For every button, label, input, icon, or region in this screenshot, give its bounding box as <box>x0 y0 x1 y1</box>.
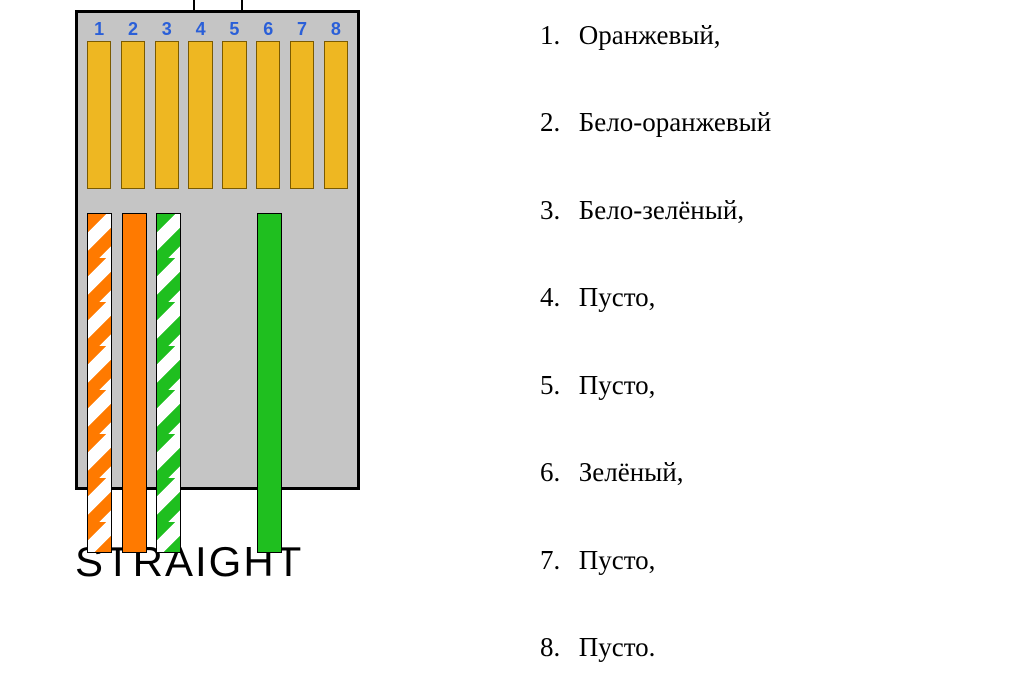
wire-slot <box>324 213 348 553</box>
legend-item: 2. Бело-оранжевый <box>540 107 1004 138</box>
wire-row <box>78 213 357 553</box>
legend-item-number: 8. <box>540 632 572 663</box>
pin-contact <box>290 41 314 189</box>
legend-item-text: Пусто. <box>579 632 656 662</box>
legend-item-number: 6. <box>540 457 572 488</box>
legend-item-number: 7. <box>540 545 572 576</box>
pin-number: 4 <box>188 19 212 41</box>
wire-slot <box>122 213 147 553</box>
legend-item-text: Зелёный, <box>579 457 684 487</box>
legend-item: 6. Зелёный, <box>540 457 1004 488</box>
wire-slot <box>224 213 248 553</box>
wire-striped <box>87 213 112 553</box>
pin-contact <box>155 41 179 189</box>
legend-item: 8. Пусто. <box>540 632 1004 663</box>
legend-item-text: Бело-оранжевый <box>579 107 772 137</box>
legend-item: 5. Пусто, <box>540 370 1004 401</box>
pin-number: 6 <box>256 19 280 41</box>
pin-contact <box>121 41 145 189</box>
legend-item: 4. Пусто, <box>540 282 1004 313</box>
pin-row <box>78 41 357 189</box>
pin-contact <box>87 41 111 189</box>
wire-slot <box>156 213 181 553</box>
connector-panel: 12345678 STRAIGHT <box>0 0 500 683</box>
wire-slot <box>87 213 112 553</box>
wire-slot <box>291 213 315 553</box>
wire-slot <box>191 213 215 553</box>
rj45-connector: 12345678 <box>75 10 360 490</box>
legend-item-number: 1. <box>540 20 572 51</box>
legend-item: 3. Бело-зелёный, <box>540 195 1004 226</box>
legend-item-text: Бело-зелёный, <box>579 195 744 225</box>
legend-list: 1. Оранжевый, 2. Бело-оранжевый 3. Бело-зе… <box>500 0 1024 683</box>
legend-item: 7. Пусто, <box>540 545 1004 576</box>
pin-contact <box>188 41 212 189</box>
legend-item: 1. Оранжевый, <box>540 20 1004 51</box>
connector-body: 12345678 <box>75 10 360 490</box>
legend-item-text: Пусто, <box>579 370 656 400</box>
pin-number-row: 12345678 <box>78 19 357 41</box>
pin-number: 5 <box>222 19 246 41</box>
wire-solid <box>122 213 147 553</box>
legend-item-text: Оранжевый, <box>579 20 721 50</box>
pin-number: 3 <box>155 19 179 41</box>
legend-item-number: 2. <box>540 107 572 138</box>
wire-striped <box>156 213 181 553</box>
pin-number: 2 <box>121 19 145 41</box>
pin-contact <box>256 41 280 189</box>
legend-item-number: 4. <box>540 282 572 313</box>
pin-contact <box>222 41 246 189</box>
pin-number: 1 <box>87 19 111 41</box>
wire-slot <box>257 213 282 553</box>
pin-number: 7 <box>290 19 314 41</box>
legend-item-number: 3. <box>540 195 572 226</box>
legend-item-number: 5. <box>540 370 572 401</box>
pin-contact <box>324 41 348 189</box>
pin-number: 8 <box>324 19 348 41</box>
wire-solid <box>257 213 282 553</box>
diagram-container: 12345678 STRAIGHT 1. Оранжевый, 2. Бело-о… <box>0 0 1024 683</box>
legend-item-text: Пусто, <box>579 545 656 575</box>
legend-item-text: Пусто, <box>579 282 656 312</box>
